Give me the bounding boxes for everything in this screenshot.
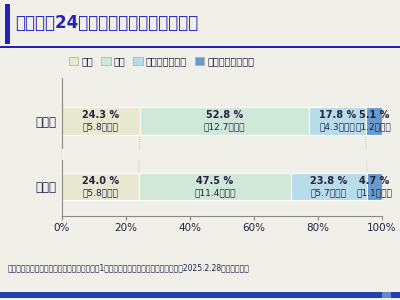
Text: 17.8 %: 17.8 % — [318, 110, 356, 121]
Bar — [139, 172, 291, 200]
Text: （12.7時間）: （12.7時間） — [204, 123, 245, 132]
Text: （5.8時間）: （5.8時間） — [83, 123, 119, 132]
Text: 4.7 %: 4.7 % — [359, 176, 390, 186]
Text: 47.5 %: 47.5 % — [196, 176, 233, 186]
Bar — [62, 172, 139, 200]
Bar — [0, 46, 400, 48]
Bar — [309, 107, 366, 134]
Text: 24.0 %: 24.0 % — [82, 176, 119, 186]
Text: （5.7時間）: （5.7時間） — [311, 188, 347, 197]
Bar — [367, 172, 382, 200]
Text: 24.3 %: 24.3 % — [82, 110, 120, 121]
Text: （1.2時間）: （1.2時間） — [356, 123, 392, 132]
Text: （1.1時間）: （1.1時間） — [356, 188, 392, 197]
Text: 5.1 %: 5.1 % — [359, 110, 389, 121]
Text: 勤労者の24時間の過ごし方（男女別）: 勤労者の24時間の過ごし方（男女別） — [15, 14, 198, 32]
Legend: 睡眠, 座位, 低強度身体活動, 中高強度身体活動: 睡眠, 座位, 低強度身体活動, 中高強度身体活動 — [65, 52, 258, 70]
Bar — [291, 172, 367, 200]
Text: （出典：「勤労者必見！こころの健康を守る1日の過ごし方」明治安田厚生事業団　2025.2.28　より作図）: （出典：「勤労者必見！こころの健康を守る1日の過ごし方」明治安田厚生事業団 20… — [8, 263, 250, 272]
Text: （4.3時間）: （4.3時間） — [319, 123, 355, 132]
Text: 23.8 %: 23.8 % — [310, 176, 348, 186]
Bar — [62, 107, 140, 134]
Text: （11.4時間）: （11.4時間） — [194, 188, 236, 197]
Bar — [0, 292, 382, 298]
Text: （5.8時間）: （5.8時間） — [82, 188, 118, 197]
Bar — [5, 4, 10, 44]
Bar — [140, 107, 309, 134]
Text: 52.8 %: 52.8 % — [206, 110, 243, 121]
Bar — [366, 107, 382, 134]
Bar — [382, 292, 391, 298]
Bar — [391, 292, 400, 298]
